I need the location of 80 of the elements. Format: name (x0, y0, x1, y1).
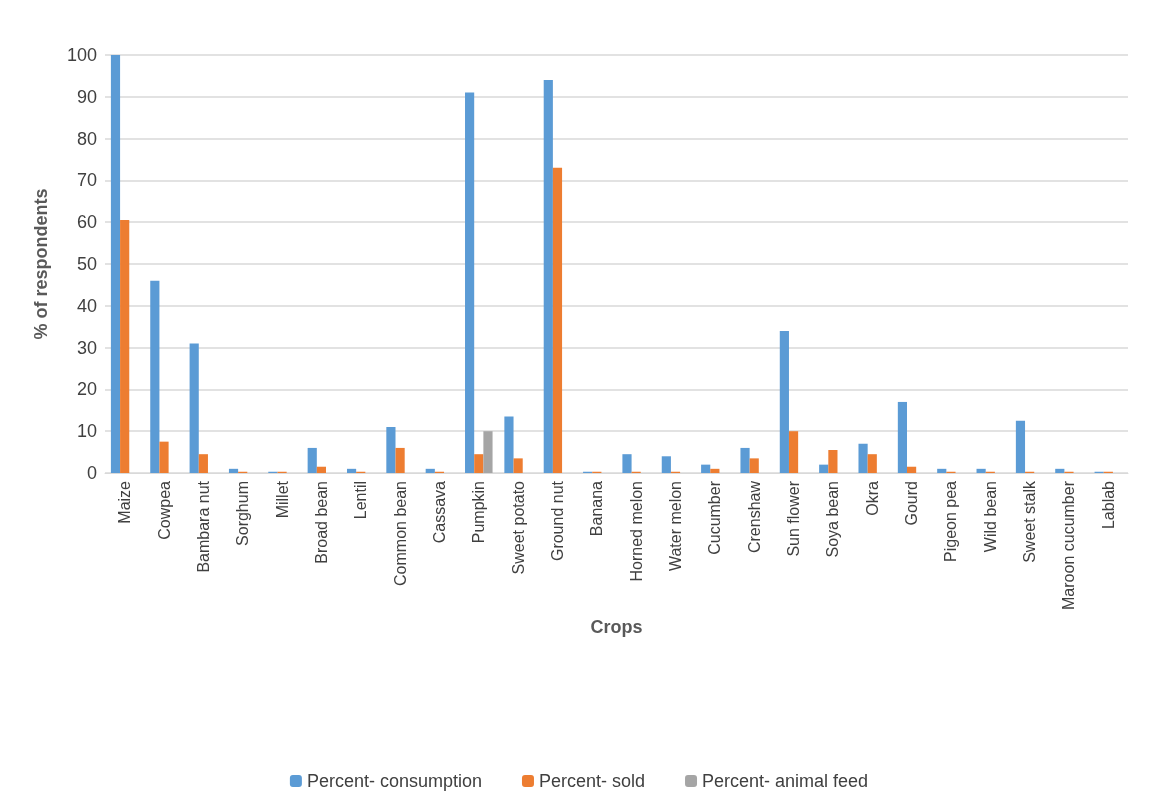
bar (346, 468, 357, 473)
y-tick-label: 20 (76, 379, 97, 400)
bar (1015, 420, 1026, 473)
x-tick-label: Ground nut (548, 480, 566, 562)
bar (828, 450, 838, 473)
bar (474, 454, 484, 473)
legend-label: Percent- animal feed (702, 771, 869, 791)
x-tick-label: Lablab (1099, 480, 1117, 530)
x-tick-label: Gourd (903, 481, 921, 526)
bar (661, 456, 671, 473)
bar (1055, 468, 1065, 473)
y-tick-label: 80 (76, 128, 97, 149)
x-tick-label: Sun flower (785, 480, 803, 557)
bar (189, 343, 199, 473)
x-tick-label: Sorghum (234, 481, 252, 546)
bar (465, 92, 475, 473)
y-tick-label: 100 (66, 45, 97, 65)
bar (976, 468, 986, 473)
x-tick-label: Broad bean (312, 481, 330, 564)
x-tick-label: Millet (273, 480, 291, 519)
bar (150, 280, 160, 473)
bar (897, 401, 908, 473)
y-tick-label: 70 (76, 170, 97, 191)
bar (779, 330, 789, 473)
bar (110, 55, 121, 473)
bar (513, 458, 523, 473)
bar (788, 431, 799, 473)
bar (386, 427, 396, 473)
x-tick-label: Cowpea (155, 480, 173, 540)
y-tick-label: 60 (76, 212, 97, 233)
x-tick-label: Maroon cucumber (1060, 480, 1078, 610)
legend-label: Percent- consumption (306, 771, 482, 791)
bar (937, 468, 947, 473)
x-tick-label: Soya bean (824, 481, 842, 558)
x-axis-title: Crops (590, 616, 643, 637)
x-tick-label: Pigeon pea (942, 480, 960, 562)
x-tick-label: Wild bean (981, 481, 999, 553)
bar (701, 464, 711, 473)
y-tick-label: 90 (76, 86, 97, 107)
legend-label: Percent- sold (538, 771, 646, 791)
bar (483, 431, 493, 473)
y-tick-label: 10 (76, 421, 97, 442)
bar (198, 454, 208, 473)
bar (543, 80, 553, 473)
bar (307, 447, 317, 473)
bar (858, 443, 868, 473)
bar (819, 464, 829, 473)
x-tick-label: Common bean (391, 481, 409, 586)
bar (710, 468, 720, 473)
x-tick-label: Maize (116, 480, 134, 524)
x-tick-label: Okra (863, 480, 881, 516)
y-tick-label: 40 (76, 295, 97, 316)
x-tick-label: Banana (588, 480, 606, 537)
x-tick-label: Sweet potato (509, 480, 527, 575)
bar (622, 454, 632, 473)
bar (316, 466, 326, 473)
x-tick-label: Pumpkin (470, 481, 488, 544)
bar (740, 447, 750, 473)
x-tick-label: Horned melon (627, 481, 645, 582)
bar (552, 167, 563, 473)
y-tick-label: 0 (86, 463, 97, 483)
bar (749, 458, 759, 473)
bar (395, 447, 405, 473)
x-tick-label: Water melon (667, 481, 685, 572)
y-axis-title: % of respondents (31, 188, 51, 340)
x-tick-label: Crenshaw (745, 480, 763, 554)
y-tick-label: 50 (76, 254, 97, 274)
bar (228, 468, 239, 473)
bar (425, 468, 435, 473)
x-tick-label: Sweet stalk (1021, 480, 1039, 563)
bar (867, 454, 877, 473)
x-tick-label: Cucumber (706, 480, 724, 555)
x-tick-label: Lentil (352, 481, 370, 520)
x-tick-label: Cassava (430, 480, 448, 544)
y-tick-label: 30 (76, 337, 97, 358)
bar (504, 416, 514, 473)
bar (159, 441, 169, 473)
x-tick-label: Bambara nut (194, 480, 212, 573)
bar (120, 220, 130, 473)
bar (907, 466, 917, 473)
